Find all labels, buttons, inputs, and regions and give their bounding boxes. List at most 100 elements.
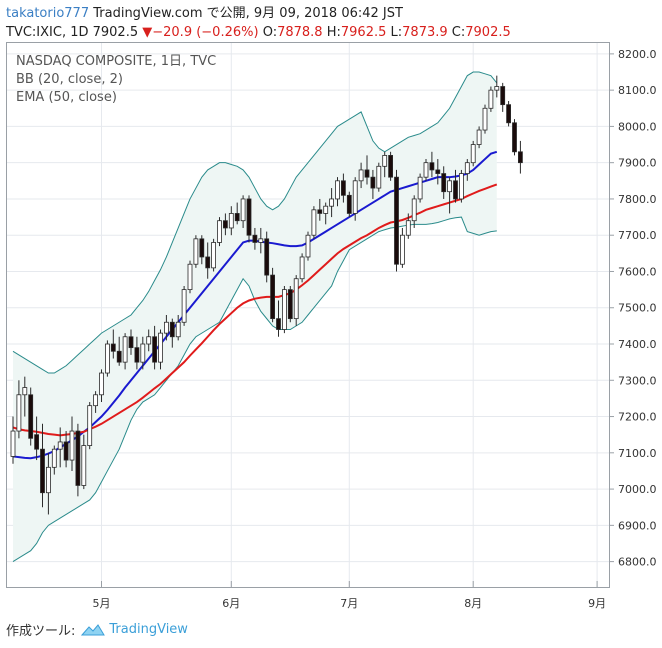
y-axis-label: 7700.0 <box>618 229 657 242</box>
candle <box>482 104 488 134</box>
publish-line: takatorio777 TradingView.com で公開, 9月 09,… <box>6 4 511 23</box>
candle <box>51 445 57 475</box>
candle <box>287 285 293 323</box>
candle-body <box>81 445 87 486</box>
candle <box>69 416 75 471</box>
candle-body <box>476 129 482 145</box>
chart-pane[interactable]: 5月 6月 7月 8月 9月 <box>6 42 610 610</box>
legend-symbol[interactable]: NASDAQ COMPOSITE, 1日, TVC <box>16 54 217 69</box>
candle <box>163 315 169 341</box>
candle <box>252 227 258 250</box>
candle-body <box>287 289 293 320</box>
candle-body <box>276 318 281 330</box>
candle <box>81 434 87 490</box>
candle <box>494 75 500 98</box>
candle-body <box>370 176 376 189</box>
candle <box>34 416 40 461</box>
open-value: 7878.8 <box>277 25 323 40</box>
bb-fill-area <box>13 72 497 562</box>
candle <box>75 423 81 497</box>
candle-body <box>217 220 222 243</box>
candle <box>122 333 128 370</box>
candle <box>264 231 270 283</box>
candle <box>99 369 104 403</box>
tradingview-logo-icon[interactable] <box>81 623 106 637</box>
candle-body <box>205 256 211 269</box>
candle-body <box>16 394 22 432</box>
candle-body <box>75 430 81 486</box>
candle <box>175 315 181 341</box>
candle <box>506 101 512 127</box>
candle <box>488 86 494 112</box>
candle-body <box>464 162 470 174</box>
candle-body <box>358 169 364 182</box>
candle-body <box>234 213 240 222</box>
candle-body <box>435 169 441 174</box>
candle-body <box>447 180 453 193</box>
candle <box>346 191 352 218</box>
candle <box>399 227 405 268</box>
candle <box>500 82 506 112</box>
candle-body <box>270 274 276 320</box>
x-axis-month-label: 6月 <box>222 597 240 610</box>
low-value: 7873.9 <box>402 25 448 40</box>
candle-body <box>57 441 63 450</box>
candle-body <box>264 238 270 276</box>
candle <box>169 318 175 348</box>
candle-body <box>388 155 394 178</box>
candle-body <box>305 234 311 258</box>
bb-upper-line <box>12 71 498 374</box>
candle-body <box>110 343 116 352</box>
candle <box>364 155 370 185</box>
candle <box>435 159 441 185</box>
candle <box>517 140 523 174</box>
y-axis-label: 7800.0 <box>618 193 657 206</box>
candle-body <box>293 278 299 320</box>
candle-body <box>364 169 370 178</box>
candle <box>411 195 417 228</box>
tradingview-brand-link[interactable]: TradingView <box>109 622 188 637</box>
candle-body <box>40 448 45 494</box>
candle <box>417 173 423 203</box>
candle <box>128 329 134 355</box>
author-link[interactable]: takatorio777 <box>6 6 90 21</box>
low-label: L: <box>390 25 403 40</box>
candle <box>211 238 217 272</box>
close-label: C: <box>451 25 466 40</box>
candle-body <box>163 321 169 334</box>
change-value: −20.9 (−0.26%) <box>152 25 259 40</box>
candle-body <box>175 321 181 338</box>
candle <box>470 140 476 167</box>
candle-body <box>146 336 152 345</box>
candle-body <box>193 238 199 265</box>
candle <box>16 380 22 439</box>
candle-body <box>423 162 429 178</box>
legend-bb[interactable]: BB (20, close, 2) <box>16 72 123 87</box>
candle <box>299 253 305 283</box>
candle <box>423 159 429 181</box>
candle-body <box>299 256 305 280</box>
y-axis-label: 7000.0 <box>618 483 657 496</box>
candle <box>57 427 63 468</box>
x-axis-month-label: 7月 <box>340 597 358 610</box>
legend-ema[interactable]: EMA (50, close) <box>16 90 117 105</box>
candle <box>222 213 228 236</box>
candle-body <box>317 209 323 214</box>
candle-body <box>105 343 110 374</box>
candle <box>181 285 187 326</box>
price-chart[interactable]: 5月 6月 7月 8月 9月 <box>7 43 609 610</box>
candle-body <box>405 220 411 236</box>
price-axis[interactable]: 6800.0 6900.0 7000.0 7100.0 7200.0 7300.0 7400… <box>610 42 662 588</box>
candle <box>240 195 246 228</box>
candle-body <box>517 151 523 164</box>
candle-body <box>252 234 258 243</box>
candle-body <box>87 405 93 446</box>
footer: 作成ツール: TradingView <box>6 620 188 639</box>
candle-body <box>329 198 335 207</box>
candle-body <box>222 220 228 229</box>
y-axis-label: 7600.0 <box>618 265 657 278</box>
candle-body <box>140 343 146 363</box>
candle-body <box>99 372 104 396</box>
y-axis-label: 7100.0 <box>618 447 657 460</box>
high-label: H: <box>326 25 341 40</box>
